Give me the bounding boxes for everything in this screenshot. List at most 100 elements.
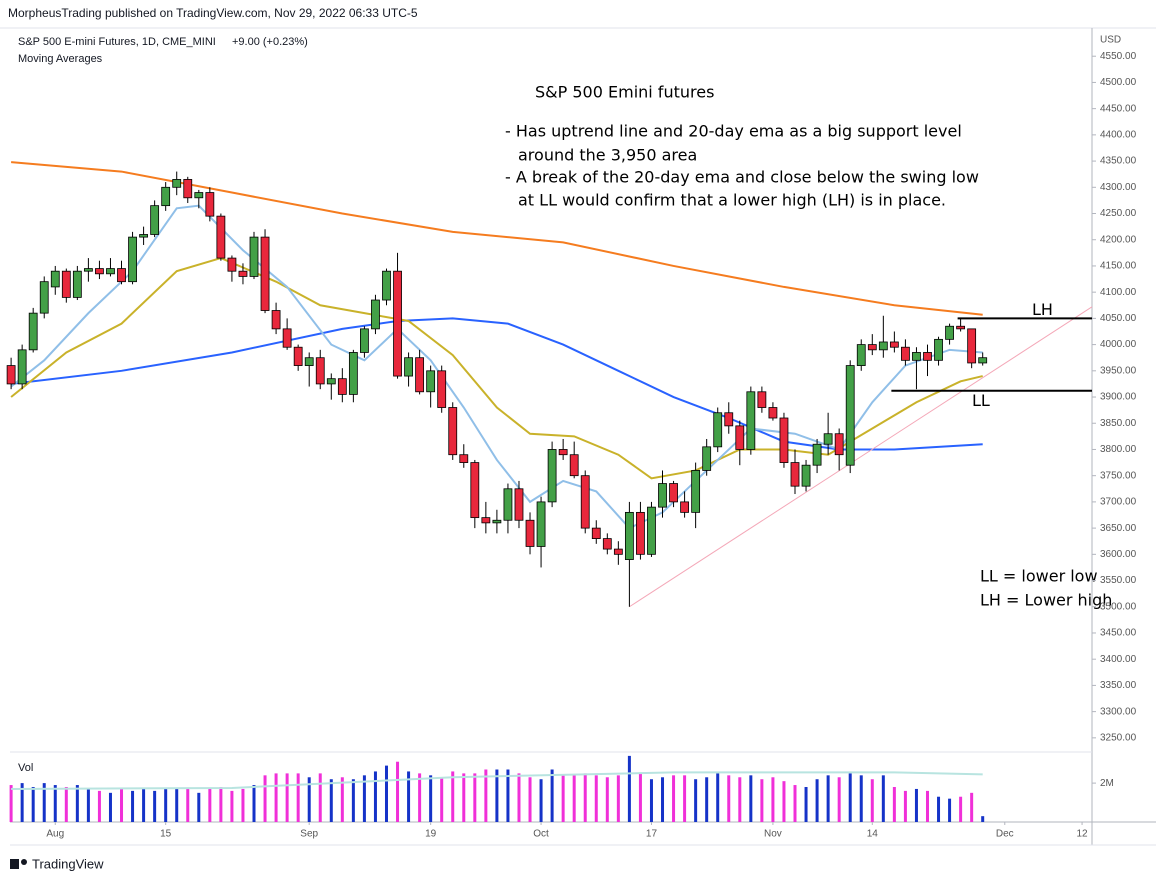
y-tick-label: 4100.00 bbox=[1100, 287, 1137, 298]
volume-bar bbox=[396, 761, 400, 822]
y-tick-label: 3850.00 bbox=[1100, 418, 1137, 429]
candle-body bbox=[216, 215, 226, 259]
volume-bar bbox=[738, 777, 742, 822]
volume-bar bbox=[307, 777, 311, 822]
candle-body bbox=[878, 341, 888, 351]
candle-body bbox=[647, 506, 656, 555]
volume-bar bbox=[197, 792, 201, 822]
candle-body bbox=[956, 325, 966, 330]
volume-bar bbox=[749, 775, 753, 822]
candle-body bbox=[6, 365, 16, 385]
y-tick-label: 3900.00 bbox=[1100, 392, 1137, 403]
volume-bar bbox=[340, 777, 344, 822]
volume-bar bbox=[903, 790, 907, 822]
y-tick-label: 3600.00 bbox=[1100, 549, 1137, 560]
y-tick-label: 4250.00 bbox=[1100, 208, 1137, 219]
candle-body bbox=[17, 349, 27, 385]
note: - Has uptrend line and 20-day ema as a b… bbox=[505, 122, 962, 141]
volume-bar bbox=[108, 792, 112, 822]
volume-bar bbox=[550, 769, 554, 822]
volume-bar bbox=[407, 771, 411, 822]
y-tick-label: 4000.00 bbox=[1100, 339, 1137, 350]
candle-body bbox=[702, 446, 712, 471]
volume-bar bbox=[42, 783, 46, 822]
candle-body bbox=[183, 179, 193, 199]
candle-body bbox=[106, 268, 115, 275]
volume-bar bbox=[948, 798, 952, 822]
candle-body bbox=[150, 205, 160, 235]
volume-bar bbox=[561, 775, 565, 822]
note: around the 3,950 area bbox=[518, 146, 697, 165]
volume-bar bbox=[362, 775, 366, 822]
volume-bar bbox=[727, 775, 731, 822]
volume-bar bbox=[153, 790, 157, 822]
volume-bar bbox=[793, 785, 797, 822]
candle-body bbox=[404, 357, 413, 377]
candle-body bbox=[315, 357, 325, 385]
volume-bar bbox=[627, 755, 631, 822]
candle-body bbox=[669, 483, 678, 503]
volume-bar bbox=[594, 775, 598, 822]
volume-bar bbox=[716, 773, 720, 822]
volume-bar bbox=[230, 790, 234, 822]
y-tick-label: 2M bbox=[1100, 778, 1114, 789]
volume-bar bbox=[75, 785, 79, 822]
note: - A break of the 20-day ema and close be… bbox=[505, 168, 979, 187]
volume-bar bbox=[605, 777, 609, 822]
volume-bar bbox=[848, 773, 852, 822]
candle-body bbox=[967, 328, 977, 364]
candle-body bbox=[437, 370, 447, 408]
candle-body bbox=[95, 268, 104, 275]
volume-bar bbox=[296, 773, 300, 822]
y-tick-label: 4350.00 bbox=[1100, 156, 1137, 167]
volume-bar bbox=[815, 779, 819, 822]
y-tick-label: 4550.00 bbox=[1100, 51, 1137, 62]
volume-bar bbox=[20, 783, 24, 822]
volume-bar bbox=[86, 788, 90, 822]
volume-bar bbox=[473, 773, 477, 822]
candle-body bbox=[271, 310, 281, 330]
x-tick-label: 15 bbox=[160, 829, 172, 840]
volume-bar bbox=[616, 775, 620, 822]
currency: USD bbox=[1100, 35, 1121, 46]
volume-bar bbox=[351, 779, 355, 822]
volume-bar bbox=[186, 788, 190, 822]
candle-body bbox=[393, 270, 402, 377]
candle-body bbox=[569, 454, 579, 477]
candle-body bbox=[746, 391, 756, 450]
candle-body bbox=[945, 325, 954, 340]
candle-body bbox=[547, 449, 557, 503]
candle-body bbox=[536, 501, 546, 547]
volume-bar bbox=[131, 790, 135, 822]
y-tick-label: 3550.00 bbox=[1100, 575, 1137, 586]
y-tick-label: 4050.00 bbox=[1100, 313, 1137, 324]
volume-bar bbox=[418, 773, 422, 822]
candle-body bbox=[779, 417, 789, 463]
note-title: S&P 500 Emini futures bbox=[535, 83, 714, 102]
volume-bar bbox=[661, 777, 665, 822]
candle-body bbox=[360, 328, 369, 353]
candle-body bbox=[459, 454, 469, 463]
candle-body bbox=[348, 352, 358, 395]
y-tick-label: 4500.00 bbox=[1100, 77, 1137, 88]
candle-body bbox=[934, 338, 943, 361]
x-tick-label: Oct bbox=[533, 829, 549, 840]
volume-bar bbox=[837, 777, 841, 822]
candle-body bbox=[61, 270, 71, 298]
candle-body bbox=[624, 511, 634, 560]
level-label: LH bbox=[1032, 300, 1053, 319]
volume-bar bbox=[649, 779, 653, 822]
candle-body bbox=[735, 425, 745, 450]
volume-bar bbox=[495, 769, 499, 822]
key: LH = Lower high bbox=[980, 591, 1112, 610]
candle-body bbox=[912, 352, 921, 361]
y-tick-label: 3450.00 bbox=[1100, 628, 1137, 639]
volume-bar bbox=[572, 775, 576, 822]
candle-body bbox=[680, 501, 689, 513]
candle-body bbox=[889, 341, 899, 348]
x-tick-label: Nov bbox=[764, 829, 782, 840]
candle-body bbox=[448, 407, 458, 456]
candle-body bbox=[978, 357, 988, 364]
candle-body bbox=[691, 470, 701, 513]
